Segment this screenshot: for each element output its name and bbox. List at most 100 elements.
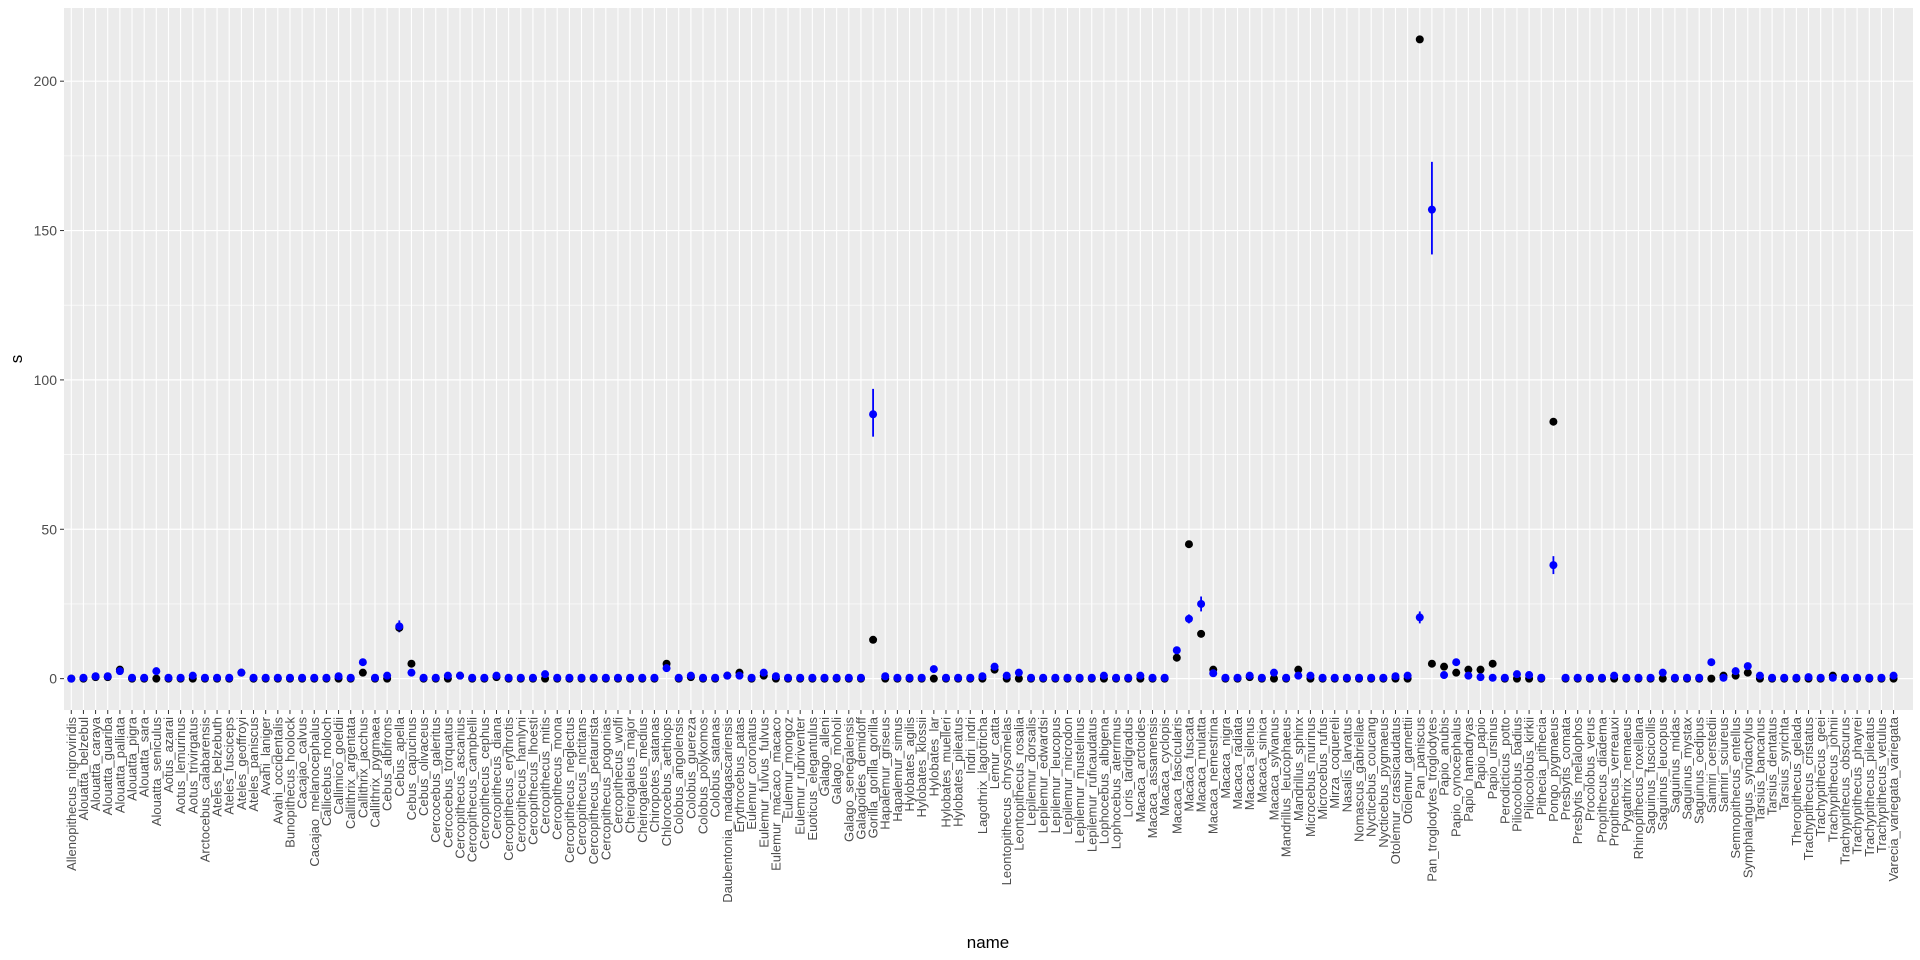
estimate-point <box>322 673 331 682</box>
estimate-point <box>1755 671 1764 680</box>
x-tick-label: Ateles_belzebuth <box>210 717 225 817</box>
x-tick-label: Cercocebus_galeritus <box>428 717 443 843</box>
x-tick-label: Cheirogaleus_major <box>623 716 638 833</box>
estimate-point <box>334 672 343 681</box>
estimate-point <box>1865 673 1874 682</box>
estimate-point <box>662 664 671 673</box>
estimate-point <box>188 671 197 680</box>
estimate-point <box>1512 670 1521 679</box>
x-tick-label: Eulemur_rubriventer <box>793 716 808 834</box>
estimate-point <box>796 673 805 682</box>
x-tick-label: Trachypithecus_cristatus <box>1801 717 1816 861</box>
x-tick-label: Macaca_cyclopis <box>1157 717 1172 816</box>
x-tick-label: Theropithecus_gelada <box>1789 716 1804 845</box>
estimate-point <box>1209 669 1218 678</box>
x-tick-label: Ateles_fusciceps <box>222 717 237 815</box>
x-tick-label: Semnopithecus_entellus <box>1728 717 1743 859</box>
x-tick-label: Lepilemur_edwardsi <box>1036 717 1051 833</box>
estimate-point <box>383 671 392 680</box>
x-tick-label: Allenopithecus_nigroviridis <box>64 717 79 871</box>
estimate-point <box>395 622 404 631</box>
y-axis: 0 50 100 150 200 <box>34 73 64 687</box>
estimate-point <box>1731 667 1740 676</box>
estimate-point <box>1197 599 1206 608</box>
x-tick-label: Microcebus_murinus <box>1303 717 1318 837</box>
x-tick-label: Macaca_sylvanus <box>1266 717 1281 821</box>
x-tick-label: Lepilemur_ruficaudatus <box>1084 717 1099 853</box>
estimate-point <box>1172 646 1181 655</box>
observed-point <box>1294 665 1303 674</box>
grid-minor <box>64 155 1913 605</box>
estimate-point <box>1816 673 1825 682</box>
observed-point <box>1743 668 1752 677</box>
x-tick-label: Tarsius_syrichta <box>1777 716 1792 810</box>
estimate-point <box>1002 671 1011 680</box>
estimate-point <box>298 673 307 682</box>
x-tick-label: Chlorocebus_aethiops <box>659 717 674 847</box>
observed-point <box>1549 417 1558 426</box>
x-tick-label: Lepilemur_dorsalis <box>1024 717 1039 827</box>
x-tick-label: Callimico_goeldii <box>331 717 346 815</box>
x-tick-label: Macaca_nigra <box>1218 716 1233 798</box>
estimate-point <box>565 673 574 682</box>
observed-point <box>1172 653 1181 662</box>
x-tick-label: Hylobates_klossii <box>914 717 929 818</box>
x-tick-label: Mandrillus_sphinx <box>1291 717 1306 822</box>
estimate-point <box>285 673 294 682</box>
estimate-point <box>1355 673 1364 682</box>
estimate-point <box>346 673 355 682</box>
estimate-point <box>1464 671 1473 680</box>
x-tick-label: Cebus_capucinus <box>404 717 419 821</box>
x-tick-label: Cercopithecus_erythrotis <box>501 717 516 861</box>
estimate-point <box>468 673 477 682</box>
estimate-points <box>67 205 1898 683</box>
x-tick-label: Cercopithecus_mona <box>550 716 565 840</box>
x-tick-label: Macaca_silenus <box>1242 717 1257 811</box>
x-tick-label: Erythrocebus_patas <box>732 717 747 833</box>
estimate-point <box>443 671 452 680</box>
observed-point <box>1014 674 1023 683</box>
x-tick-label: Mandrillus_leucophaeus <box>1279 717 1294 858</box>
estimate-point <box>528 673 537 682</box>
x-tick-label: Saguinus_leucopus <box>1655 717 1670 831</box>
y-tick-label: 100 <box>34 372 58 388</box>
x-tick-label: Microcebus_rufus <box>1315 717 1330 820</box>
estimate-point <box>723 671 732 680</box>
estimate-point <box>1148 673 1157 682</box>
estimate-point <box>310 673 319 682</box>
observed-point <box>1415 35 1424 44</box>
x-tick-label: Trachypithecus_pileatus <box>1862 717 1877 857</box>
estimate-point <box>1063 673 1072 682</box>
estimate-point <box>1257 673 1266 682</box>
estimate-point <box>1160 673 1169 682</box>
x-tick-label: Cercopithecus_lhoesti <box>525 717 540 845</box>
x-tick-label: Aotus_lemurinus <box>173 717 188 814</box>
estimate-point <box>431 673 440 682</box>
x-tick-label: Macaca_assamensis <box>1145 717 1160 839</box>
x-tick-label: Papio_papio <box>1473 717 1488 789</box>
x-tick-label: Colobus_polykomos <box>696 717 711 835</box>
estimate-point <box>1889 671 1898 680</box>
x-tick-label: Trachypithecus_vetulus <box>1874 717 1889 854</box>
x-tick-label: Nycticebus_coucang <box>1364 717 1379 837</box>
x-tick-label: Indri_indri <box>963 717 978 774</box>
x-tick-label: Trachypithecus_geei <box>1813 717 1828 837</box>
x-tick-label: Eulemur_mongoz <box>781 717 796 819</box>
x-tick-label: Cercopithecus_campbelli <box>465 717 480 862</box>
estimate-point <box>1646 673 1655 682</box>
x-tick-label: Colobus_angolensis <box>671 717 686 835</box>
estimate-point <box>1087 673 1096 682</box>
estimate-point <box>893 673 902 682</box>
estimate-point <box>844 673 853 682</box>
estimate-point <box>1367 673 1376 682</box>
estimate-point <box>771 672 780 681</box>
x-tick-label: Galagoides_demidoff <box>853 717 868 840</box>
x-tick-label: Propithecus_diadema <box>1594 716 1609 843</box>
estimate-point <box>1051 673 1060 682</box>
estimate-point <box>1184 614 1193 623</box>
estimate-point <box>1330 673 1339 682</box>
estimate-point <box>1294 671 1303 680</box>
estimate-point <box>869 410 878 419</box>
x-tick-label: Saimiri_sciureus <box>1716 717 1731 813</box>
